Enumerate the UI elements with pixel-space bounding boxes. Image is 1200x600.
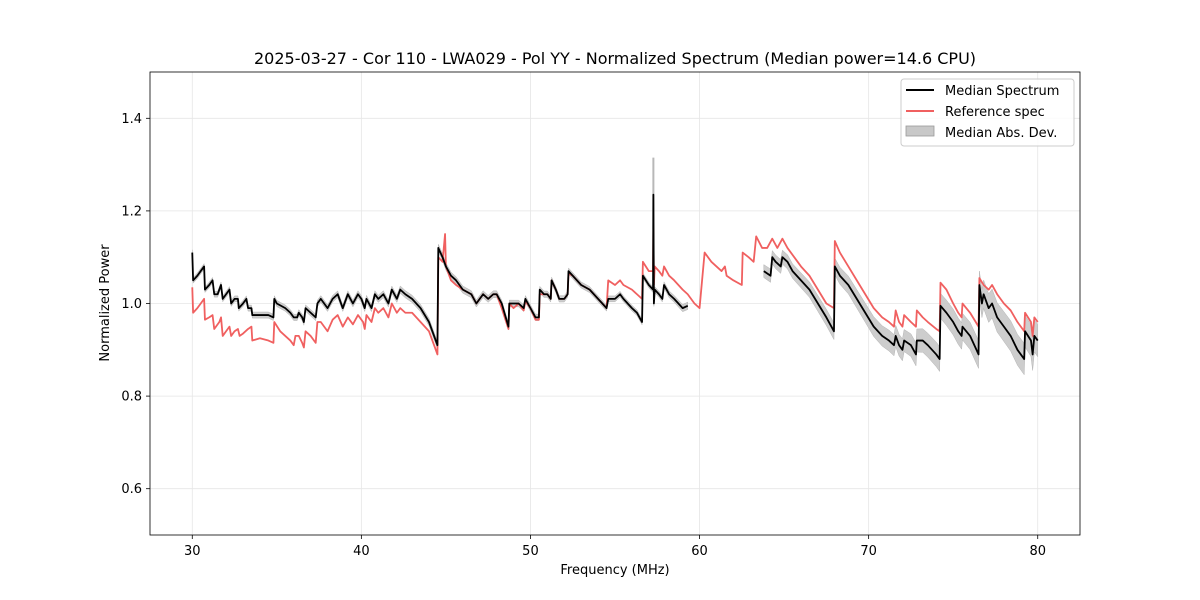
legend-reference-label: Reference spec [945,105,1045,120]
median-spectrum-line [763,256,1039,360]
legend: Median Spectrum Reference spec Median Ab… [900,78,1075,147]
median-spectrum-line [191,193,689,347]
y-tick-label: 0.8 [121,390,142,405]
legend-mad-swatch [905,125,935,137]
y-tick-label: 1.4 [121,112,142,127]
y-axis-label: Normalized Power [98,244,113,362]
x-tick-label: 80 [1029,544,1046,559]
median-spectrum-layer [191,193,1039,360]
legend-mad-label: Median Abs. Dev. [945,126,1057,141]
x-tick-label: 30 [184,544,201,559]
legend-median-label: Median Spectrum [945,84,1059,99]
x-axis-label: Frequency (MHz) [560,563,669,578]
y-tick-label: 1.2 [121,204,142,219]
legend-box [900,78,1075,147]
y-tick-label: 1.0 [121,297,142,312]
x-tick-label: 50 [522,544,539,559]
x-tick-label: 40 [353,544,370,559]
x-tick-label: 60 [691,544,708,559]
y-tick-label: 0.6 [121,482,142,497]
chart-title: 2025-03-27 - Cor 110 - LWA029 - Pol YY -… [254,49,976,68]
mad-band-area [763,249,1038,376]
y-axis-ticks: 0.6 0.8 1.0 1.2 1.4 [121,112,150,497]
x-axis-ticks: 30 40 50 60 70 80 [184,535,1046,559]
x-tick-label: 70 [860,544,877,559]
mad-band-area [192,191,688,349]
mad-band-layer [192,157,1038,376]
